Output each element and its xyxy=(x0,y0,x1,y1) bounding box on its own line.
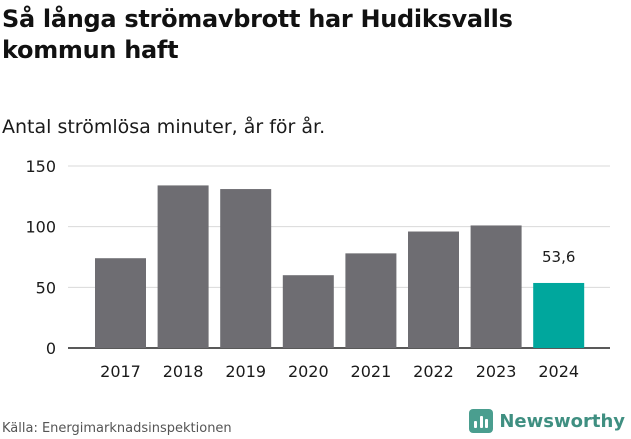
x-tick-label: 2020 xyxy=(288,362,329,381)
bar-2021[interactable] xyxy=(345,253,397,348)
y-tick-label: 100 xyxy=(25,218,56,237)
bar-2018[interactable] xyxy=(157,185,209,348)
bar-2023[interactable] xyxy=(470,225,522,348)
y-tick-labels: 0 50 100 150 xyxy=(25,157,56,358)
x-tick-label: 2019 xyxy=(225,362,266,381)
data-labels: 53,6 xyxy=(542,248,575,266)
newsworthy-logo-icon xyxy=(469,409,494,433)
x-tick-label: 2022 xyxy=(413,362,454,381)
x-tick-label: 2018 xyxy=(163,362,204,381)
x-tick-label: 2017 xyxy=(100,362,141,381)
x-tick-label: 2024 xyxy=(538,362,579,381)
bar-2017[interactable] xyxy=(95,258,146,348)
x-tick-label: 2021 xyxy=(351,362,392,381)
brand-name: Newsworthy xyxy=(499,410,625,432)
data-label-2024: 53,6 xyxy=(542,248,575,266)
gridlines xyxy=(68,165,610,349)
source-note: Källa: Energimarknadsinspektionen xyxy=(2,421,232,436)
bar-2019[interactable] xyxy=(220,189,272,348)
chart-subtitle: Antal strömlösa minuter, år för år. xyxy=(2,116,326,138)
brand[interactable]: Newsworthy xyxy=(469,409,625,433)
x-tick-label: 2023 xyxy=(476,362,517,381)
y-tick-label: 0 xyxy=(46,339,56,358)
x-tick-labels: 2017 2018 2019 2020 2021 2022 2023 2024 xyxy=(100,362,579,381)
y-tick-label: 50 xyxy=(36,278,56,297)
chart-title: Så långa strömavbrott har Hudiksvalls ko… xyxy=(2,5,513,64)
bars xyxy=(95,185,585,348)
bar-2022[interactable] xyxy=(408,231,459,348)
y-tick-label: 150 xyxy=(25,157,56,176)
bar-2024[interactable] xyxy=(533,282,585,348)
bar-2020[interactable] xyxy=(282,275,334,348)
